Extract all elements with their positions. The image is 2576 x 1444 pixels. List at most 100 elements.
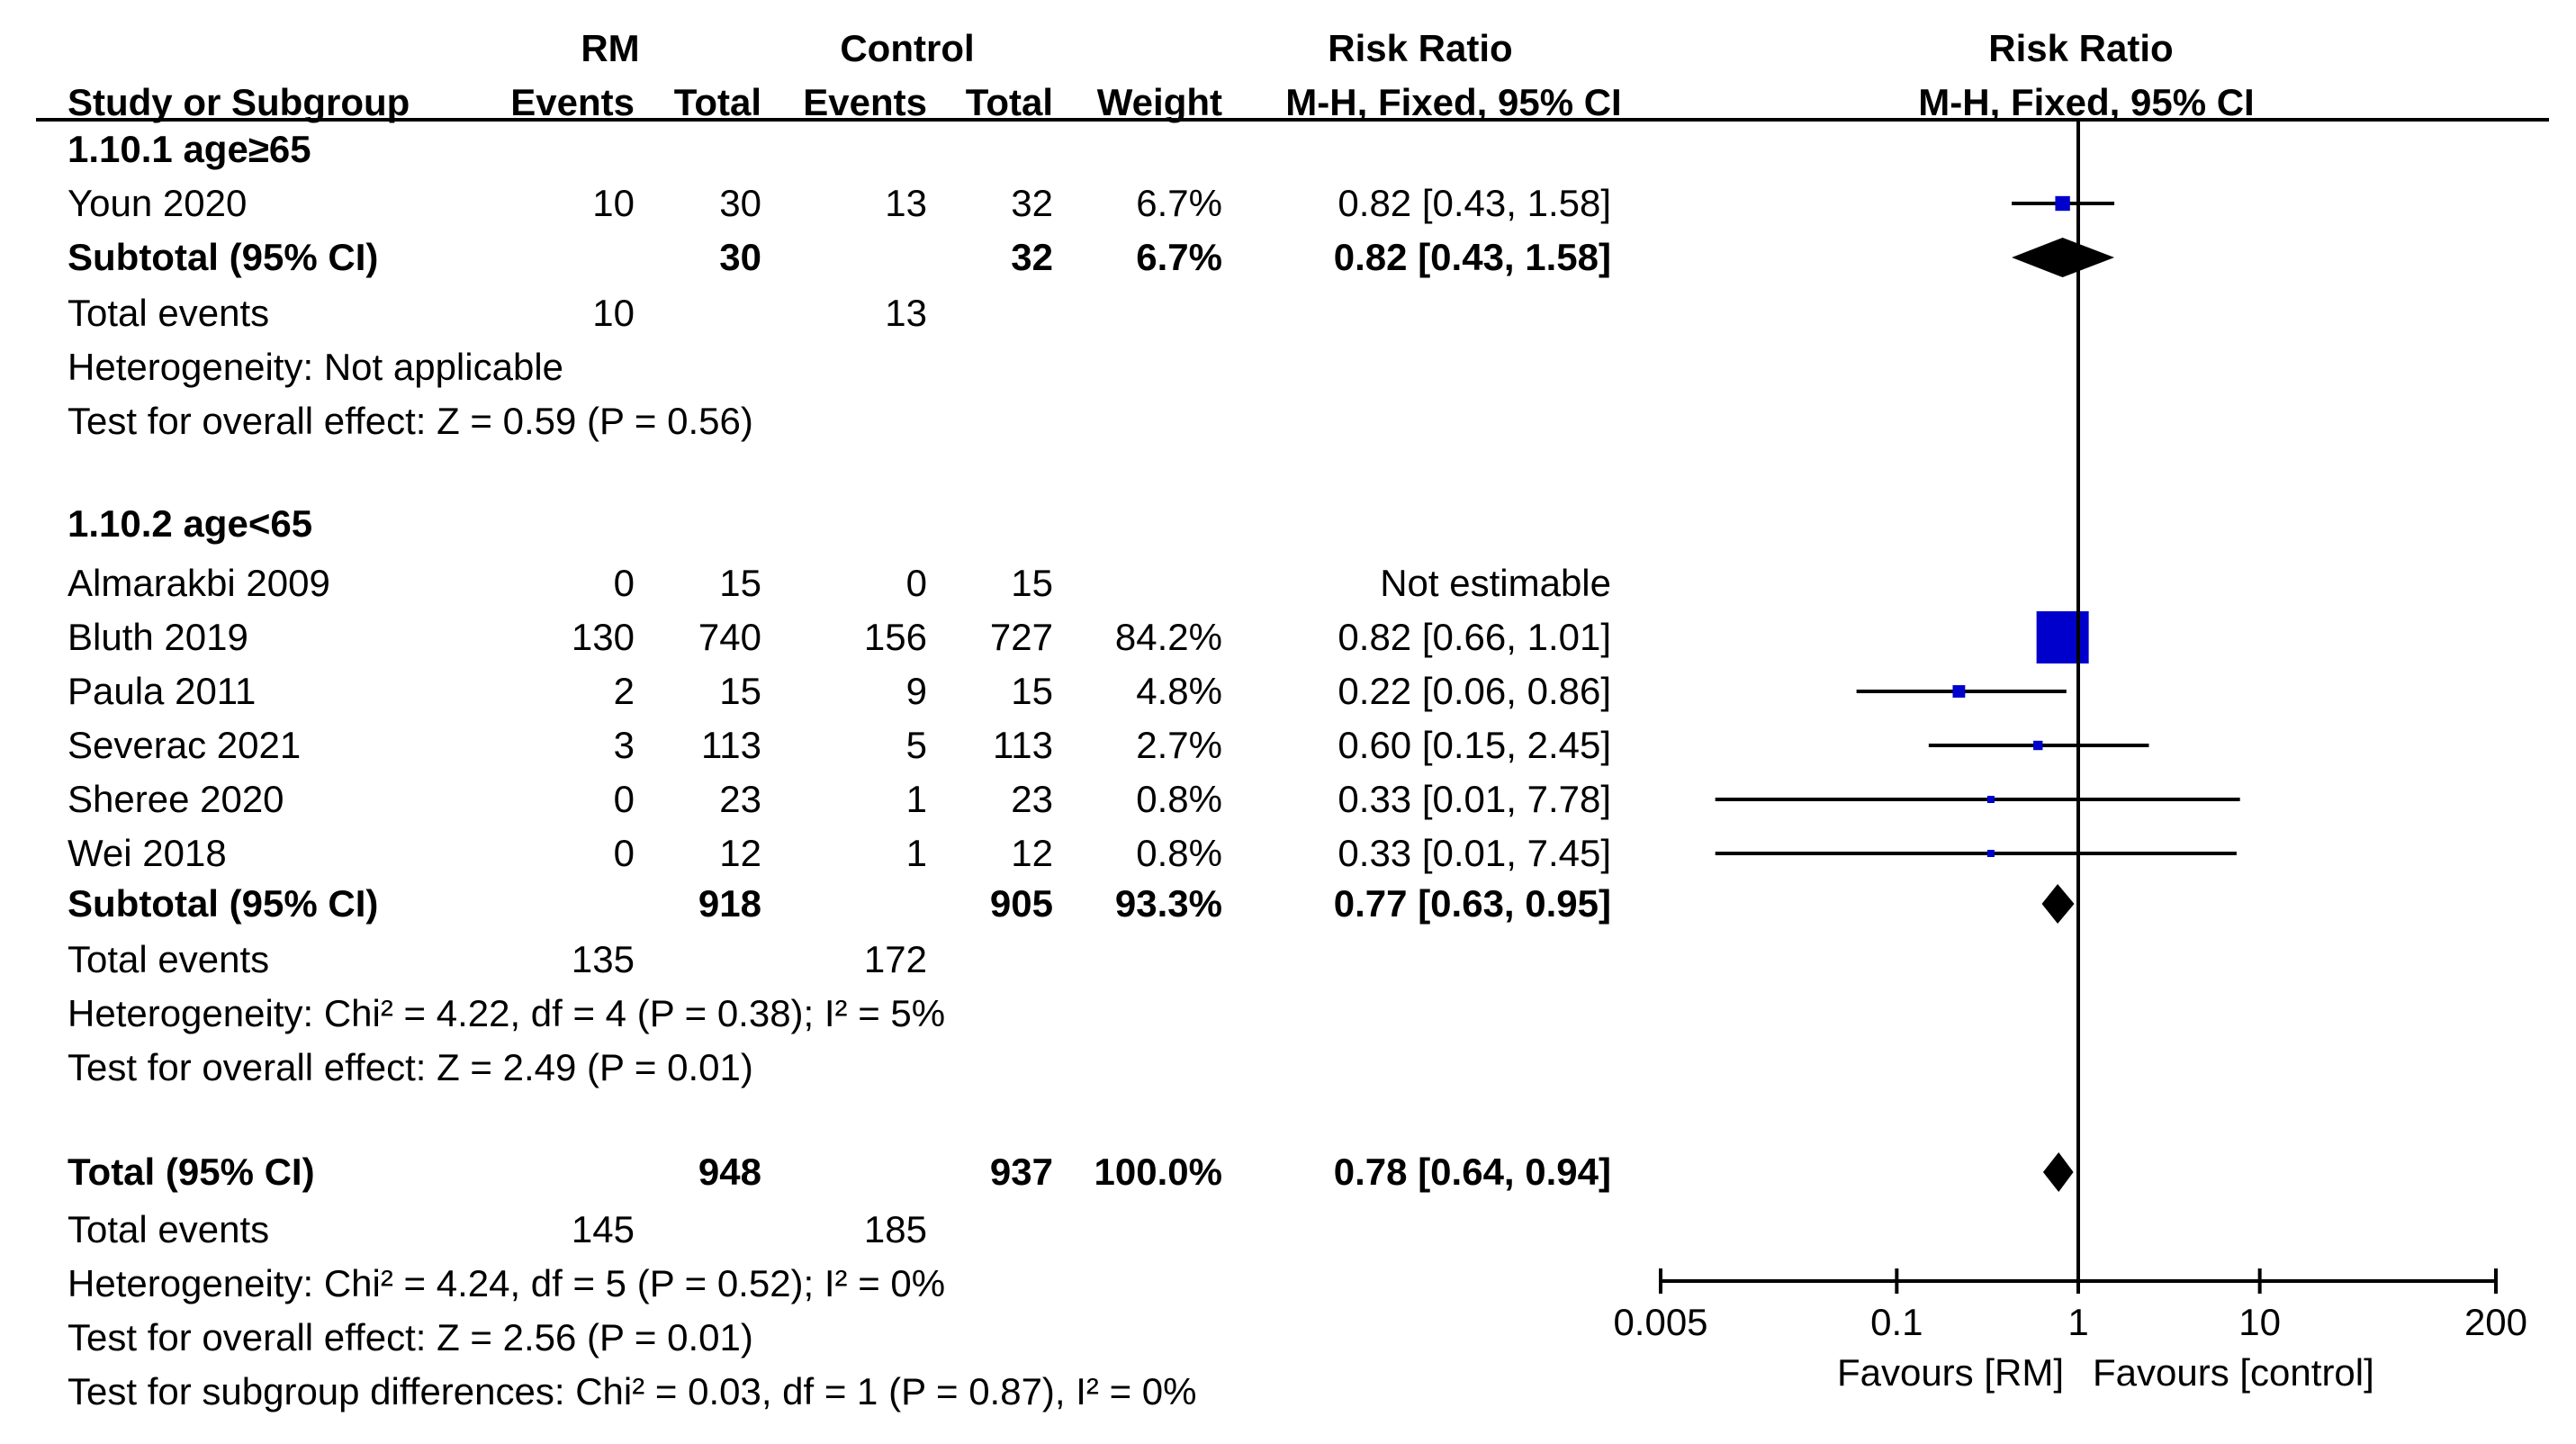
total-events-rm: 135 (572, 938, 635, 980)
study-ci-text: 0.33 [0.01, 7.78] (1338, 778, 1611, 820)
rm-total: 740 (698, 616, 761, 658)
header-control-total: Total (966, 81, 1053, 123)
pooled-diamond (2041, 884, 2075, 924)
header-method-plot: M-H, Fixed, 95% CI (1918, 81, 2254, 123)
header-rm: RM (581, 27, 639, 69)
control-total: 15 (1011, 562, 1053, 604)
subtotal-ci-text: 0.77 [0.63, 0.95] (1334, 882, 1611, 925)
subtotal-rm-total: 918 (698, 882, 761, 925)
rm-total: 12 (719, 832, 761, 874)
overall-total-events-control: 185 (864, 1208, 927, 1250)
subtotal-label: Subtotal (95% CI) (68, 882, 378, 925)
overall-effect: Test for overall effect: Z = 2.56 (P = 0… (68, 1316, 753, 1358)
overall-total-events-label: Total events (68, 1208, 269, 1250)
overall-total-events-rm: 145 (572, 1208, 635, 1250)
total-events-control: 172 (864, 938, 927, 980)
header-risk-ratio-table: Risk Ratio (1328, 27, 1512, 69)
x-tick-label: 0.1 (1870, 1301, 1923, 1343)
heterogeneity-text: Heterogeneity: Chi² = 4.22, df = 4 (P = … (68, 992, 945, 1034)
overall-weight: 100.0% (1094, 1151, 1222, 1193)
header-rm-total: Total (674, 81, 761, 123)
x-tick-label: 1 (2067, 1301, 2088, 1343)
subtotal-label: Subtotal (95% CI) (68, 236, 378, 278)
rm-events: 0 (614, 832, 635, 874)
heterogeneity-text: Heterogeneity: Not applicable (68, 346, 563, 388)
study-name: Severac 2021 (68, 724, 301, 766)
subgroup-title: 1.10.1 age≥65 (68, 128, 311, 170)
total-events-control: 13 (885, 292, 927, 334)
study-name: Youn 2020 (68, 182, 247, 224)
study-name: Sheree 2020 (68, 778, 284, 820)
subtotal-rm-total: 30 (719, 236, 761, 278)
study-weight: 84.2% (1115, 616, 1222, 658)
rm-events: 3 (614, 724, 635, 766)
study-weight: 2.7% (1136, 724, 1222, 766)
study-marker (2055, 195, 2070, 212)
rm-events: 10 (592, 182, 635, 224)
study-ci-text: 0.82 [0.66, 1.01] (1338, 616, 1611, 658)
study-name: Paula 2011 (68, 670, 256, 712)
study-ci-text: 0.22 [0.06, 0.86] (1338, 670, 1611, 712)
control-events: 0 (906, 562, 927, 604)
header-weight: Weight (1097, 81, 1222, 123)
x-tick-label: 0.005 (1613, 1301, 1707, 1343)
overall-heterogeneity: Heterogeneity: Chi² = 4.24, df = 5 (P = … (68, 1262, 945, 1304)
control-total: 15 (1011, 670, 1053, 712)
overall-effect-text: Test for overall effect: Z = 2.49 (P = 0… (68, 1046, 753, 1088)
rm-total: 23 (719, 778, 761, 820)
study-marker (1986, 850, 1995, 857)
study-name: Wei 2018 (68, 832, 227, 874)
subtotal-control-total: 905 (990, 882, 1053, 925)
favours-right-label: Favours [control] (2093, 1351, 2374, 1394)
study-weight: 0.8% (1136, 832, 1222, 874)
study-ci-text: 0.60 [0.15, 2.45] (1338, 724, 1611, 766)
subgroup-differences: Test for subgroup differences: Chi² = 0.… (68, 1370, 1196, 1412)
rm-events: 130 (572, 616, 635, 658)
header-method-table: M-H, Fixed, 95% CI (1285, 81, 1621, 123)
study-weight: 4.8% (1136, 670, 1222, 712)
overall-rm-total: 948 (698, 1151, 761, 1193)
control-events: 9 (906, 670, 927, 712)
total-events-rm: 10 (592, 292, 635, 334)
header-control-events: Events (803, 81, 927, 123)
favours-left-label: Favours [RM] (1837, 1351, 2064, 1394)
header-control: Control (840, 27, 974, 69)
header-rm-events: Events (510, 81, 635, 123)
control-events: 156 (864, 616, 927, 658)
study-ci-text: Not estimable (1380, 562, 1611, 604)
study-name: Almarakbi 2009 (68, 562, 330, 604)
overall-ci-text: 0.78 [0.64, 0.94] (1334, 1151, 1611, 1193)
rm-total: 15 (719, 670, 761, 712)
control-events: 5 (906, 724, 927, 766)
pooled-diamond (2012, 238, 2115, 277)
subgroup-title: 1.10.2 age<65 (68, 502, 312, 545)
subtotal-control-total: 32 (1011, 236, 1053, 278)
study-name: Bluth 2019 (68, 616, 248, 658)
control-total: 727 (990, 616, 1053, 658)
overall-control-total: 937 (990, 1151, 1053, 1193)
control-events: 1 (906, 778, 927, 820)
table-header: RM Control Risk Ratio Risk Ratio Study o… (36, 27, 2549, 123)
rm-total: 30 (719, 182, 761, 224)
total-events-label: Total events (68, 938, 269, 980)
control-events: 13 (885, 182, 927, 224)
rm-events: 2 (614, 670, 635, 712)
study-ci-text: 0.33 [0.01, 7.45] (1338, 832, 1611, 874)
overall-effect-text: Test for overall effect: Z = 0.59 (P = 0… (68, 400, 753, 442)
rm-total: 113 (701, 724, 761, 766)
rm-events: 0 (614, 778, 635, 820)
x-tick-label: 200 (2464, 1301, 2527, 1343)
header-risk-ratio-plot: Risk Ratio (1988, 27, 2173, 69)
total-events-label: Total events (68, 292, 269, 334)
study-weight: 0.8% (1136, 778, 1222, 820)
study-marker (1986, 796, 1995, 803)
forest-plot-area: 0.005 0.1 1 10 200 Favours [RM] Favours [contr… (1613, 120, 2527, 1394)
control-total: 113 (993, 724, 1053, 766)
subtotal-ci-text: 0.82 [0.43, 1.58] (1334, 236, 1611, 278)
study-ci-text: 0.82 [0.43, 1.58] (1338, 182, 1611, 224)
rm-events: 0 (614, 562, 635, 604)
overall-total-label: Total (95% CI) (68, 1151, 315, 1193)
study-marker (2036, 611, 2089, 663)
